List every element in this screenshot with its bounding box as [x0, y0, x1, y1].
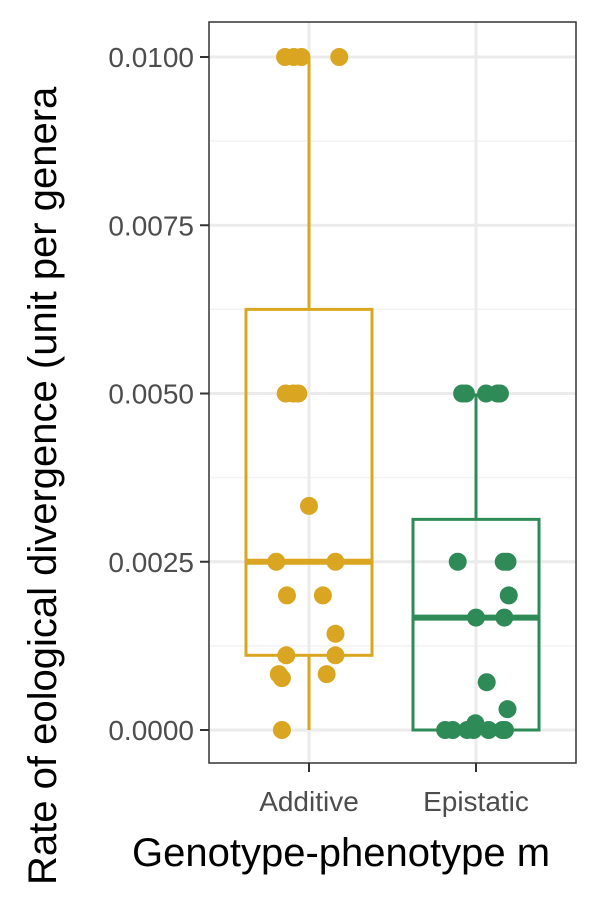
data-point	[467, 608, 485, 627]
data-point	[267, 552, 286, 571]
y-axis-title: Rate of eological divergence (unit per g…	[21, 86, 65, 885]
data-point	[443, 721, 462, 739]
box	[244, 307, 374, 657]
data-point	[495, 608, 514, 627]
data-point	[326, 646, 345, 665]
y-tick-label: 0.0025	[108, 547, 194, 578]
y-tick-label: 0.0075	[108, 210, 194, 241]
data-point	[330, 48, 349, 66]
data-point	[300, 496, 318, 515]
data-point	[292, 48, 311, 66]
data-point	[289, 384, 308, 403]
data-point	[464, 721, 483, 739]
data-point	[448, 552, 467, 571]
data-point	[277, 586, 296, 605]
data-point	[272, 669, 291, 688]
axis-layer: 0.0000 0.0025 0.0050 0.0075 0.0100 Additive Ep…	[108, 42, 529, 817]
data-point	[456, 384, 475, 403]
plot-layer	[244, 48, 541, 739]
y-tick-label: 0.0000	[108, 715, 194, 746]
data-point	[499, 586, 518, 605]
data-point	[317, 665, 336, 684]
series-epistatic	[411, 384, 541, 739]
y-tick-label: 0.0100	[108, 42, 194, 73]
data-point	[272, 721, 291, 739]
data-point	[479, 721, 498, 739]
data-point	[498, 552, 517, 571]
x-axis-title: Genotype-phenotype m	[132, 831, 550, 875]
data-point	[326, 552, 345, 571]
data-point	[498, 700, 517, 719]
x-tick-label: Epistatic	[423, 786, 529, 817]
data-point	[326, 624, 345, 643]
x-tick-label: Additive	[259, 786, 359, 817]
data-point	[313, 586, 332, 605]
series-additive	[244, 48, 374, 739]
data-point	[490, 384, 509, 403]
grid-layer	[209, 22, 576, 763]
data-point	[477, 673, 496, 692]
data-point	[495, 721, 514, 739]
y-tick-label: 0.0050	[108, 379, 194, 410]
data-point	[277, 646, 296, 665]
